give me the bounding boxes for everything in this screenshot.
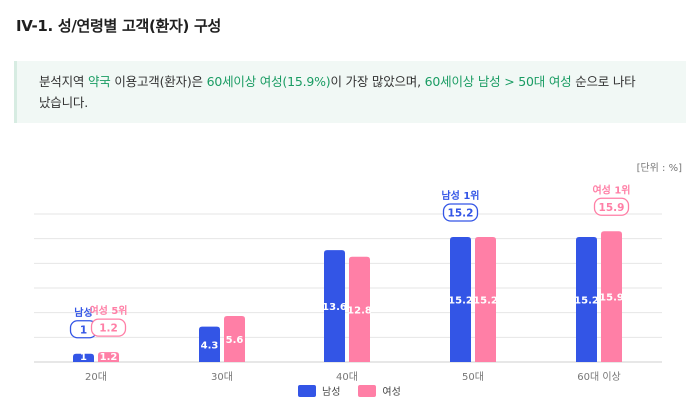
bar-female: [601, 231, 622, 362]
callout-pill: [593, 197, 630, 216]
x-tick-label: 60대 이상: [577, 371, 621, 383]
legend-item-male: 남성: [298, 383, 340, 398]
summary-highlight: 60세이상 여성(15.9%): [206, 74, 331, 89]
data-label: 15.2: [448, 296, 473, 307]
summary-highlight: 약국: [87, 74, 111, 89]
callout-label: 여성 1위: [592, 183, 630, 196]
data-label: 12.8: [347, 305, 372, 316]
bar-female: [349, 256, 370, 362]
callout-value: 1: [80, 324, 87, 336]
callout-label: 여성 5위: [89, 304, 127, 317]
summary-box: 분석지역 약국 이용고객(환자)은 60세이상 여성(15.9%)이 가장 많았…: [14, 61, 686, 123]
data-label: 15.2: [473, 296, 498, 307]
data-label: 4.3: [201, 340, 219, 351]
callout-label: 남성: [74, 306, 92, 319]
summary-segment: 이용고객(환자)은: [110, 74, 207, 89]
unit-label: [단위 : %]: [636, 163, 682, 174]
legend-item-female: 여성: [358, 383, 401, 398]
data-label: 15.9: [599, 293, 624, 304]
callout-value: 15.2: [448, 208, 474, 220]
bar-male: [576, 237, 597, 362]
legend-label-male: 남성: [322, 387, 341, 398]
page-title: IV-1. 성/연령별 고객(환자) 구성: [16, 17, 222, 35]
x-tick-label: 50대: [462, 371, 484, 383]
callout-value: 15.9: [599, 202, 625, 214]
legend-swatch-female: [358, 384, 377, 397]
summary-segment: 순으로 나타났습니다.: [39, 74, 636, 110]
data-label: 1: [80, 352, 87, 363]
bar-male: [199, 326, 220, 362]
data-label: 13.6: [322, 302, 347, 313]
x-tick-label: 30대: [211, 371, 233, 383]
summary-text: 분석지역 약국 이용고객(환자)은 60세이상 여성(15.9%)이 가장 많았…: [39, 71, 639, 113]
bar-female: [475, 237, 496, 362]
callout-label: 남성 1위: [441, 189, 479, 202]
bar-male: [450, 237, 471, 362]
data-label: 5.6: [226, 335, 244, 346]
x-tick-label: 40대: [336, 371, 358, 383]
bar-female: [224, 315, 245, 362]
legend-label-female: 여성: [382, 387, 401, 398]
bar-female: [98, 352, 119, 362]
callout-pill: [90, 318, 127, 337]
data-label: 15.2: [574, 296, 599, 307]
legend-swatch-male: [298, 384, 316, 397]
bar-male: [73, 353, 94, 362]
x-tick-label: 20대: [85, 371, 107, 383]
callout-value: 1.2: [99, 323, 118, 335]
summary-segment: 이 가장 많았으며,: [330, 74, 425, 89]
data-label: 1.2: [100, 352, 118, 363]
bar-male: [324, 250, 345, 362]
summary-highlight: 60세이상 남성 > 50대 여성: [424, 74, 572, 89]
chart-legend: 남성 여성: [298, 383, 419, 398]
summary-segment: 분석지역: [39, 74, 88, 89]
callout-pill: [442, 203, 479, 222]
